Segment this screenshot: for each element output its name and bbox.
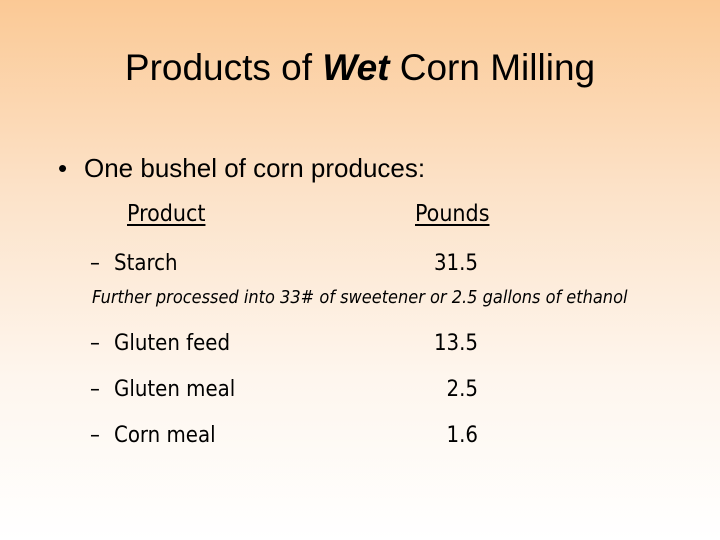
dash-icon: – <box>90 423 100 448</box>
table-row: – Corn meal 1.6 <box>90 421 490 451</box>
row-pounds: 2.5 <box>446 377 478 402</box>
dash-icon: – <box>90 377 100 402</box>
bullet-intro: • One bushel of corn produces: <box>58 152 425 184</box>
title-emphasis-wet: Wet <box>322 47 390 88</box>
bullet-intro-text: One bushel of corn produces: <box>84 153 426 183</box>
slide-title: Products of Wet Corn Milling <box>0 44 720 92</box>
column-header-pounds: Pounds <box>415 201 490 227</box>
bullet-icon: • <box>58 153 68 183</box>
row-product: Starch <box>114 251 178 276</box>
title-part-2: Corn Milling <box>389 47 596 88</box>
row-pounds: 31.5 <box>433 251 478 276</box>
row-product: Gluten meal <box>114 377 236 402</box>
row-pounds: 1.6 <box>446 423 478 448</box>
row-product: Gluten feed <box>114 331 231 356</box>
table-row: – Gluten feed 13.5 <box>90 329 490 359</box>
dash-icon: – <box>90 251 100 276</box>
title-part-1: Products of <box>124 47 323 88</box>
starch-note: Further processed into 33# of sweetener … <box>92 287 628 308</box>
table-row: – Starch 31.5 <box>90 249 490 279</box>
row-product: Corn meal <box>114 423 216 448</box>
table-row: – Gluten meal 2.5 <box>90 375 490 405</box>
dash-icon: – <box>90 331 100 356</box>
column-header-product: Product <box>127 201 206 227</box>
row-pounds: 13.5 <box>433 331 478 356</box>
